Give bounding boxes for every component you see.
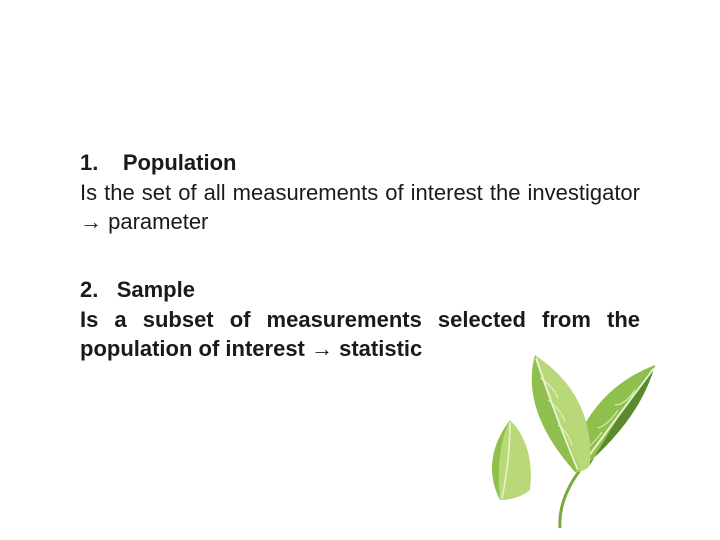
item-2-body: Is a subset of measurements selected fro… — [80, 305, 640, 364]
slide-content: 1. Population Is the set of all measurem… — [80, 148, 640, 402]
item-2-body-after: statistic — [333, 336, 422, 361]
item-1-body: Is the set of all measurements of intere… — [80, 178, 640, 237]
item-1-body-after: parameter — [102, 209, 208, 234]
arrow-icon: → — [80, 209, 102, 234]
item-2-number: 2. — [80, 277, 98, 302]
item-2-heading: 2. Sample — [80, 275, 640, 305]
item-1-number: 1. — [80, 150, 98, 175]
item-1-heading: 1. Population — [80, 148, 640, 178]
item-1-body-before: Is the set of all measurements of intere… — [80, 180, 640, 205]
item-2: 2. Sample Is a subset of measurements se… — [80, 275, 640, 364]
item-1-title: Population — [123, 150, 237, 175]
item-1: 1. Population Is the set of all measurem… — [80, 148, 640, 237]
arrow-icon: → — [311, 336, 333, 361]
item-2-title: Sample — [117, 277, 195, 302]
